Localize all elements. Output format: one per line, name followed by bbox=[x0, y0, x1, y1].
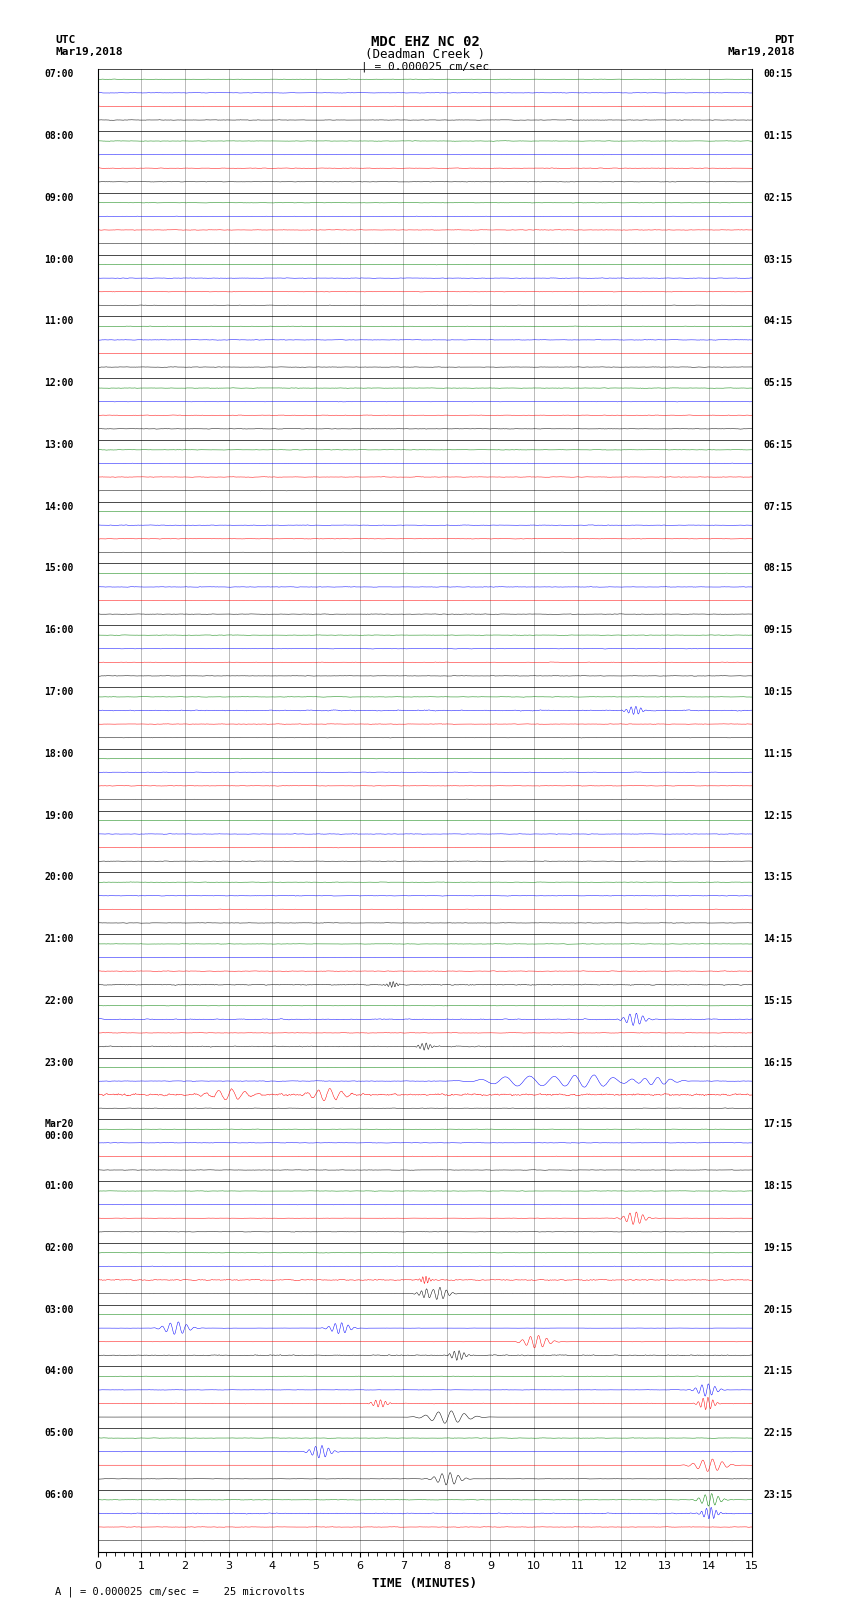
Text: 15:00: 15:00 bbox=[44, 563, 74, 574]
Text: 02:15: 02:15 bbox=[763, 194, 792, 203]
Text: A | = 0.000025 cm/sec =    25 microvolts: A | = 0.000025 cm/sec = 25 microvolts bbox=[55, 1586, 305, 1597]
Text: | = 0.000025 cm/sec: | = 0.000025 cm/sec bbox=[361, 61, 489, 73]
Text: 12:00: 12:00 bbox=[44, 377, 74, 389]
Text: 23:15: 23:15 bbox=[763, 1490, 792, 1500]
Text: 00:15: 00:15 bbox=[763, 69, 792, 79]
X-axis label: TIME (MINUTES): TIME (MINUTES) bbox=[372, 1578, 478, 1590]
Text: 13:00: 13:00 bbox=[44, 440, 74, 450]
Text: 16:00: 16:00 bbox=[44, 626, 74, 636]
Text: 03:00: 03:00 bbox=[44, 1305, 74, 1315]
Text: 21:00: 21:00 bbox=[44, 934, 74, 944]
Text: 08:15: 08:15 bbox=[763, 563, 792, 574]
Text: 20:00: 20:00 bbox=[44, 873, 74, 882]
Text: 22:00: 22:00 bbox=[44, 995, 74, 1007]
Text: 18:15: 18:15 bbox=[763, 1181, 792, 1190]
Text: 06:00: 06:00 bbox=[44, 1490, 74, 1500]
Text: 01:15: 01:15 bbox=[763, 131, 792, 140]
Text: 14:00: 14:00 bbox=[44, 502, 74, 511]
Text: 17:00: 17:00 bbox=[44, 687, 74, 697]
Text: (Deadman Creek ): (Deadman Creek ) bbox=[365, 48, 485, 61]
Text: 22:15: 22:15 bbox=[763, 1428, 792, 1439]
Text: 07:00: 07:00 bbox=[44, 69, 74, 79]
Text: 19:15: 19:15 bbox=[763, 1244, 792, 1253]
Text: 06:15: 06:15 bbox=[763, 440, 792, 450]
Text: Mar19,2018: Mar19,2018 bbox=[728, 47, 795, 56]
Text: 12:15: 12:15 bbox=[763, 811, 792, 821]
Text: 17:15: 17:15 bbox=[763, 1119, 792, 1129]
Text: 05:00: 05:00 bbox=[44, 1428, 74, 1439]
Text: 19:00: 19:00 bbox=[44, 811, 74, 821]
Text: 03:15: 03:15 bbox=[763, 255, 792, 265]
Text: 14:15: 14:15 bbox=[763, 934, 792, 944]
Text: 04:15: 04:15 bbox=[763, 316, 792, 326]
Text: 07:15: 07:15 bbox=[763, 502, 792, 511]
Text: 09:00: 09:00 bbox=[44, 194, 74, 203]
Text: 23:00: 23:00 bbox=[44, 1058, 74, 1068]
Text: 11:15: 11:15 bbox=[763, 748, 792, 758]
Text: 01:00: 01:00 bbox=[44, 1181, 74, 1190]
Text: Mar19,2018: Mar19,2018 bbox=[55, 47, 122, 56]
Text: 10:00: 10:00 bbox=[44, 255, 74, 265]
Text: MDC EHZ NC 02: MDC EHZ NC 02 bbox=[371, 35, 479, 50]
Text: 08:00: 08:00 bbox=[44, 131, 74, 140]
Text: 05:15: 05:15 bbox=[763, 377, 792, 389]
Text: 10:15: 10:15 bbox=[763, 687, 792, 697]
Text: 04:00: 04:00 bbox=[44, 1366, 74, 1376]
Text: UTC: UTC bbox=[55, 35, 76, 45]
Text: 02:00: 02:00 bbox=[44, 1244, 74, 1253]
Text: 16:15: 16:15 bbox=[763, 1058, 792, 1068]
Text: 21:15: 21:15 bbox=[763, 1366, 792, 1376]
Text: PDT: PDT bbox=[774, 35, 795, 45]
Text: 13:15: 13:15 bbox=[763, 873, 792, 882]
Text: 18:00: 18:00 bbox=[44, 748, 74, 758]
Text: 11:00: 11:00 bbox=[44, 316, 74, 326]
Text: 20:15: 20:15 bbox=[763, 1305, 792, 1315]
Text: 09:15: 09:15 bbox=[763, 626, 792, 636]
Text: Mar20
00:00: Mar20 00:00 bbox=[44, 1119, 74, 1140]
Text: 15:15: 15:15 bbox=[763, 995, 792, 1007]
